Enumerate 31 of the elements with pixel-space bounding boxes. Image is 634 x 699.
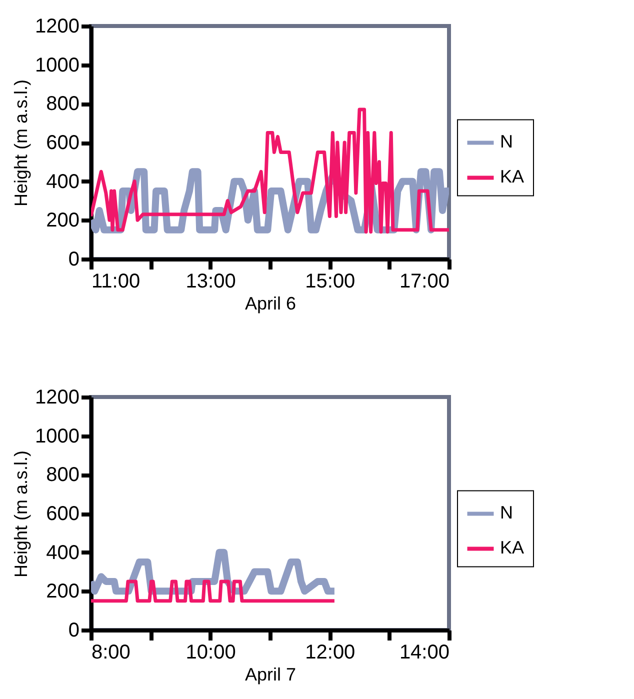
y-tick-label: 0 [68, 620, 80, 642]
y-axis-title: Height (m a.s.l.) [11, 79, 32, 207]
x-tick-label: 11:00 [92, 270, 140, 292]
y-tick-label: 400 [46, 542, 80, 564]
legend-label: KA [500, 166, 524, 187]
x-axis-title: April 6 [244, 294, 296, 314]
y-tick-label: 600 [46, 503, 80, 525]
y-tick-label: 1200 [35, 16, 80, 38]
y-tick-label: 400 [46, 170, 80, 193]
y-tick-label: 800 [46, 93, 80, 116]
y-tick-label: 200 [46, 580, 80, 603]
x-tick-label: 17:00 [399, 270, 450, 292]
x-tick-label: 13:00 [186, 270, 236, 292]
y-tick-label: 800 [46, 464, 80, 486]
x-tick-label: 14:00 [399, 642, 450, 664]
legend-label: KA [500, 538, 524, 558]
y-tick-label: 1000 [35, 54, 80, 76]
y-axis-title: Height (m a.s.l.) [11, 450, 32, 578]
x-tick-label: 12:00 [305, 642, 356, 664]
y-tick-label: 1200 [35, 386, 80, 408]
y-tick-label: 1000 [35, 425, 80, 448]
legend-label: N [500, 132, 513, 152]
x-tick-label: 10:00 [186, 642, 236, 664]
line-series [91, 108, 449, 234]
y-tick-label: 600 [46, 132, 80, 154]
x-tick-label: 15:00 [305, 270, 356, 292]
x-tick-label: 8:00 [92, 642, 130, 664]
x-axis-title: April 7 [244, 664, 296, 684]
y-tick-label: 200 [46, 210, 80, 232]
y-tick-label: 0 [68, 248, 80, 270]
legend-label: N [500, 502, 513, 523]
